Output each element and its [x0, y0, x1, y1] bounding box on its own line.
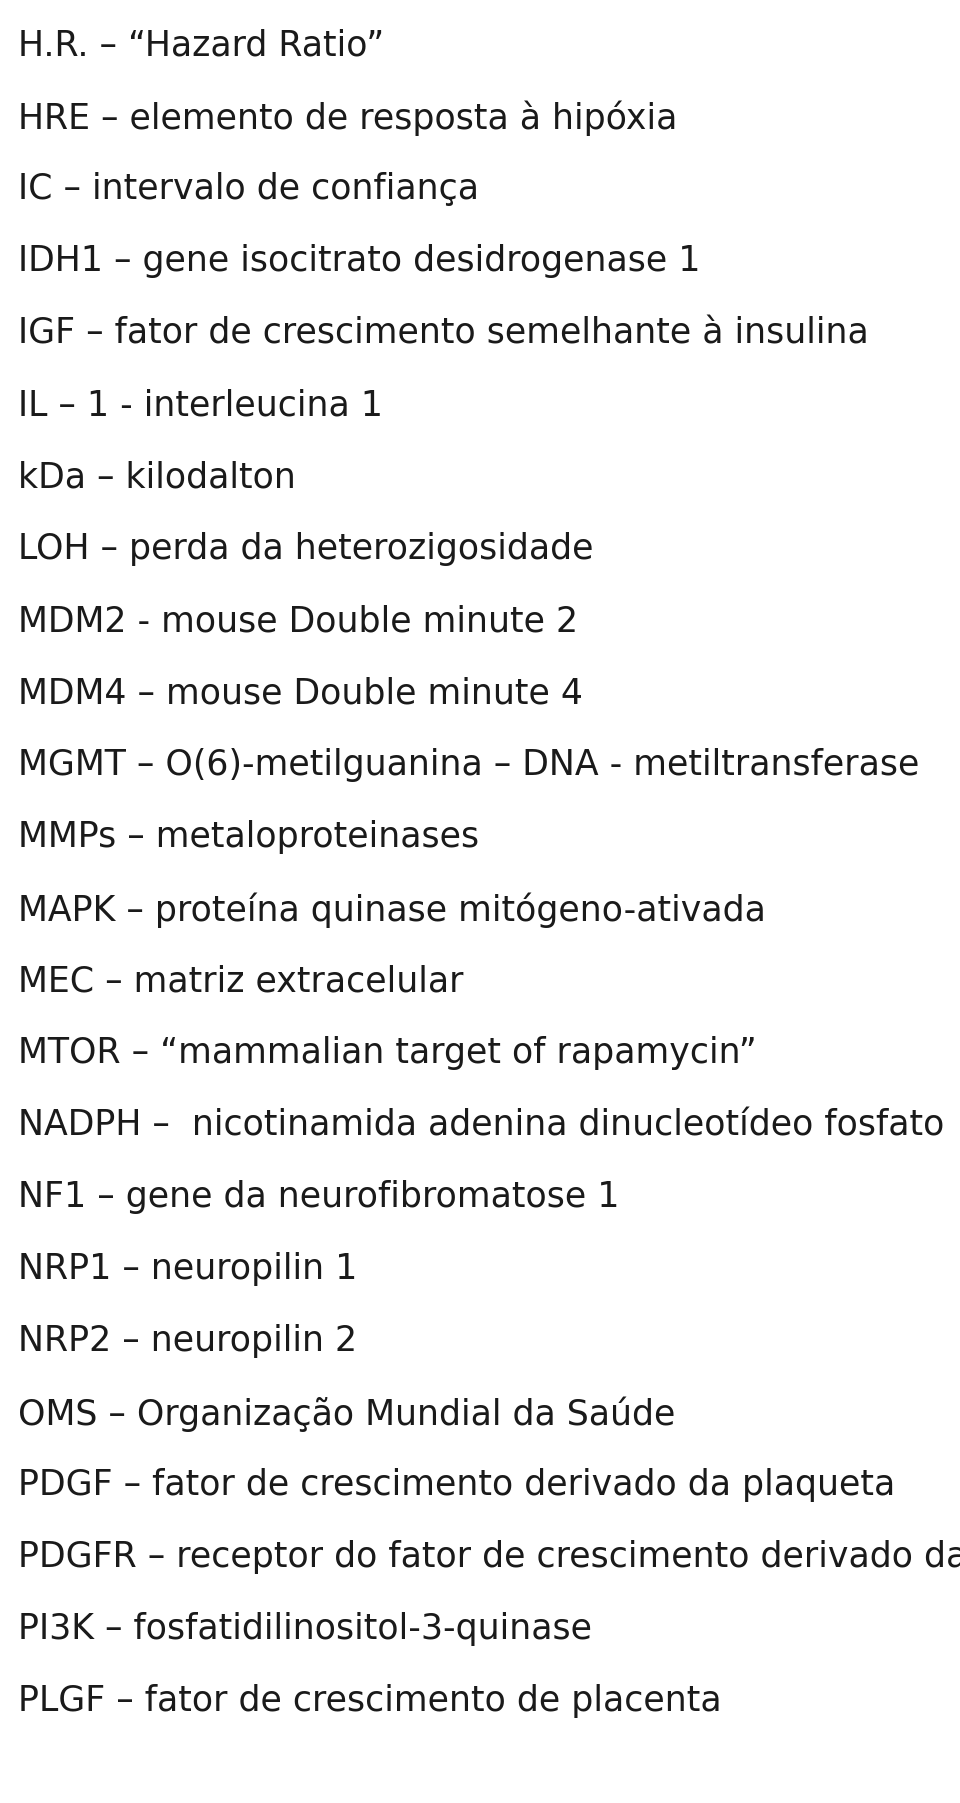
- Text: NADPH –  nicotinamida adenina dinucleotídeo fosfato: NADPH – nicotinamida adenina dinucleotíd…: [18, 1109, 945, 1141]
- Text: MDM2 - mouse Double minute 2: MDM2 - mouse Double minute 2: [18, 604, 578, 638]
- Text: PLGF – fator de crescimento de placenta: PLGF – fator de crescimento de placenta: [18, 1684, 722, 1718]
- Text: OMS – Organização Mundial da Saúde: OMS – Organização Mundial da Saúde: [18, 1396, 676, 1432]
- Text: LOH – perda da heterozigosidade: LOH – perda da heterozigosidade: [18, 532, 593, 566]
- Text: PI3K – fosfatidilinositol-3-quinase: PI3K – fosfatidilinositol-3-quinase: [18, 1612, 592, 1646]
- Text: IC – intervalo de confiança: IC – intervalo de confiança: [18, 171, 479, 206]
- Text: MTOR – “mammalian target of rapamycin”: MTOR – “mammalian target of rapamycin”: [18, 1037, 756, 1069]
- Text: IDH1 – gene isocitrato desidrogenase 1: IDH1 – gene isocitrato desidrogenase 1: [18, 243, 701, 278]
- Text: MEC – matriz extracelular: MEC – matriz extracelular: [18, 965, 464, 999]
- Text: MMPs – metaloproteinases: MMPs – metaloproteinases: [18, 820, 479, 855]
- Text: MGMT – O(6)-metilguanina – DNA - metiltransferase: MGMT – O(6)-metilguanina – DNA - metiltr…: [18, 748, 920, 783]
- Text: PDGF – fator de crescimento derivado da plaqueta: PDGF – fator de crescimento derivado da …: [18, 1468, 896, 1502]
- Text: PDGFR – receptor do fator de crescimento derivado da plaqueta: PDGFR – receptor do fator de crescimento…: [18, 1540, 960, 1574]
- Text: IL – 1 - interleucina 1: IL – 1 - interleucina 1: [18, 388, 383, 422]
- Text: MDM4 – mouse Double minute 4: MDM4 – mouse Double minute 4: [18, 676, 583, 710]
- Text: H.R. – “Hazard Ratio”: H.R. – “Hazard Ratio”: [18, 29, 384, 61]
- Text: kDa – kilodalton: kDa – kilodalton: [18, 460, 296, 494]
- Text: NRP2 – neuropilin 2: NRP2 – neuropilin 2: [18, 1323, 357, 1358]
- Text: NRP1 – neuropilin 1: NRP1 – neuropilin 1: [18, 1251, 357, 1286]
- Text: HRE – elemento de resposta à hipóxia: HRE – elemento de resposta à hipóxia: [18, 99, 678, 135]
- Text: MAPK – proteína quinase mitógeno-ativada: MAPK – proteína quinase mitógeno-ativada: [18, 892, 766, 927]
- Text: IGF – fator de crescimento semelhante à insulina: IGF – fator de crescimento semelhante à …: [18, 316, 869, 350]
- Text: NF1 – gene da neurofibromatose 1: NF1 – gene da neurofibromatose 1: [18, 1179, 619, 1213]
